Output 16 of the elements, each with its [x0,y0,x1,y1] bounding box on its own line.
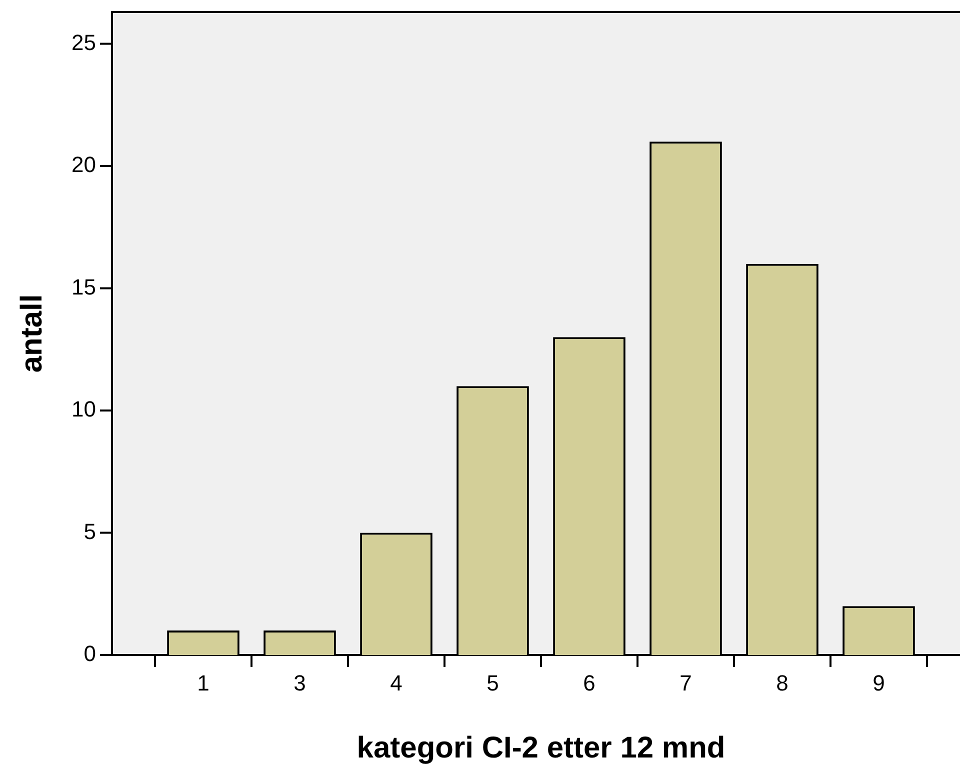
y-tick-label: 15 [72,274,96,300]
x-tick-label: 5 [486,670,499,696]
y-tick-label: 10 [72,396,96,422]
x-tick-label: 1 [197,670,210,696]
x-tick-label: 3 [294,670,306,696]
x-tick-label: 7 [680,670,692,696]
x-tick-label: 8 [776,670,788,696]
x-tick-label: 4 [390,670,402,696]
y-tick-label: 5 [84,518,96,544]
x-tick-label: 9 [872,670,885,696]
y-tick-label: 25 [72,30,96,55]
x-tick-label: 6 [583,670,596,696]
y-tick-label: 0 [84,641,96,666]
y-axis-title: antall [15,294,48,373]
x-axis-title: kategori CI-2 etter 12 mnd [356,731,726,764]
y-tick-label: 20 [72,152,96,178]
